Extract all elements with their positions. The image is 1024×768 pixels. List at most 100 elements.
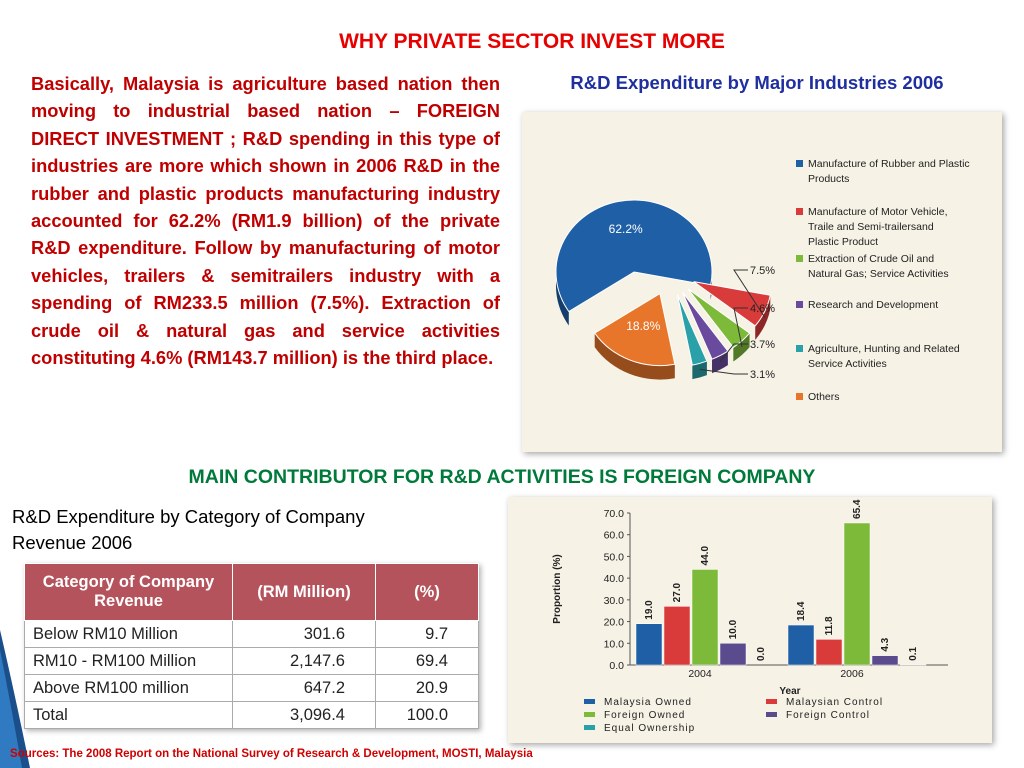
pie-legend-label: Manufacture of Rubber and Plastic Product… <box>808 158 970 185</box>
pie-legend-swatch <box>796 301 803 308</box>
pie-chart-panel: 62.2% 7.5% 4.6% 3.7% 3.1% 18.8% Manufacture of… <box>522 112 1002 452</box>
cell-percent: 9.7 <box>375 620 479 648</box>
table-row: RM10 - RM100 Million 2,147.6 69.4 <box>24 647 479 675</box>
bar-y-tick-label: 40.0 <box>604 573 625 585</box>
pie-slice <box>687 288 751 349</box>
pie-chart: 62.2% 7.5% 4.6% 3.7% 3.1% 18.8% Manufacture of… <box>555 158 970 403</box>
bar-y-axis: 0.0 10.0 20.0 30.0 40.0 50.0 60.0 70.0 <box>604 508 948 672</box>
pie-legend-label: Manufacture of Motor Vehicle, Traile and … <box>808 206 948 248</box>
bar <box>871 655 899 666</box>
bar-y-axis-label: Proportion (%) <box>552 554 563 623</box>
slide-title: WHY PRIVATE SECTOR INVEST MORE <box>339 30 725 53</box>
bar-x-tick-label: 2006 <box>840 668 864 680</box>
table-title-line1: R&D Expenditure by Category of Company <box>12 506 365 527</box>
pie-leader-line <box>699 368 748 375</box>
header-rm-million: (RM Million) <box>232 563 376 621</box>
pie-leader-line <box>719 343 748 362</box>
pie-leader-line <box>733 269 766 318</box>
header-category: Category of Company Revenue <box>24 563 233 621</box>
bar <box>635 623 663 666</box>
pie-slice <box>555 199 713 313</box>
bar-legend-label: Foreign Control <box>786 710 870 721</box>
bar-legend-label: Foreign Owned <box>604 710 685 721</box>
bar-chart: 0.0 10.0 20.0 30.0 40.0 50.0 60.0 70.0 Proportio… <box>552 499 948 734</box>
pie-data-label: 7.5% <box>750 265 775 277</box>
header-percent: (%) <box>375 563 479 621</box>
pie-slice-side <box>692 361 707 380</box>
bar-data-label: 18.4 <box>796 601 807 621</box>
cell-amount: 301.6 <box>232 620 376 648</box>
pie-data-label: 18.8% <box>626 319 660 333</box>
cell-percent: 69.4 <box>375 647 479 675</box>
table-row: Above RM100 million 647.2 20.9 <box>24 674 479 702</box>
bar-legend-swatch <box>766 699 777 704</box>
cell-category: Above RM100 million <box>24 674 233 702</box>
cell-percent: 20.9 <box>375 674 479 702</box>
bar-legend-swatch <box>584 725 595 730</box>
pie-legend-label: Others <box>808 391 840 403</box>
pie-legend-swatch <box>796 393 803 400</box>
pie-legend-swatch <box>796 345 803 352</box>
table-header-row: Category of Company Revenue (RM Million)… <box>24 563 479 621</box>
pie-sides <box>556 200 771 380</box>
bar <box>843 522 871 666</box>
bar <box>719 643 747 666</box>
bar-y-tick-label: 10.0 <box>604 638 625 650</box>
bar-x-tick-label: 2004 <box>688 668 712 680</box>
bar <box>663 606 691 666</box>
bar-y-tick-label: 20.0 <box>604 617 625 629</box>
revenue-table: Category of Company Revenue (RM Million)… <box>24 563 479 729</box>
source-note: Sources: The 2008 Report on the National… <box>10 748 533 760</box>
pie-legend-label: Research and Development <box>808 299 938 311</box>
pie-slice <box>693 281 771 327</box>
pie-data-label: 4.6% <box>750 303 775 315</box>
bar <box>787 624 815 666</box>
pie-data-label: 3.1% <box>750 369 775 381</box>
bar-data-label: 4.3 <box>880 637 891 651</box>
bar-data-label: 0.1 <box>908 646 919 660</box>
bar-y-tick-label: 0.0 <box>609 660 624 672</box>
cell-percent: 100.0 <box>375 701 479 729</box>
bar <box>691 569 719 666</box>
bar-legend: Malaysia Owned Malaysian Control Foreign O… <box>584 697 882 734</box>
bar-data-label: 19.0 <box>644 600 655 620</box>
bar-data-label: 65.4 <box>852 499 863 519</box>
pie-slice <box>676 294 708 366</box>
body-paragraph: Basically, Malaysia is agriculture based… <box>31 73 500 369</box>
cell-amount: 3,096.4 <box>232 701 376 729</box>
cell-amount: 647.2 <box>232 674 376 702</box>
pie-legend: Manufacture of Rubber and Plastic Product… <box>796 158 970 403</box>
pie-slice <box>593 292 676 367</box>
pie-slice-side <box>733 333 750 362</box>
bar-y-tick-label: 30.0 <box>604 595 625 607</box>
pie-legend-swatch <box>796 208 803 215</box>
pie-legend-label: Agriculture, Hunting and Related Service … <box>808 343 960 370</box>
bar-legend-label: Equal Ownership <box>604 723 695 734</box>
pie-data-label: 62.2% <box>609 222 643 236</box>
bar-y-tick-label: 70.0 <box>604 508 625 520</box>
bar-series: 19.0 27.0 44.0 10.0 0.0 18.4 11.8 65.4 4.3 0.1 <box>635 499 927 666</box>
table-row-total: Total 3,096.4 100.0 <box>24 701 479 729</box>
bar-y-tick-label: 50.0 <box>604 551 625 563</box>
bar-legend-label: Malaysia Owned <box>604 697 692 708</box>
bar-legend-swatch <box>584 699 595 704</box>
bar-data-label: 27.0 <box>672 582 683 602</box>
cell-category: Below RM10 Million <box>24 620 233 648</box>
pie-legend-label: Extraction of Crude Oil and Natural Gas; … <box>808 253 949 280</box>
cell-category: RM10 - RM100 Million <box>24 647 233 675</box>
table-title: R&D Expenditure by Category of Company R… <box>12 504 365 556</box>
cell-amount: 2,147.6 <box>232 647 376 675</box>
bar-legend-swatch <box>766 712 777 717</box>
pie-chart-title: R&D Expenditure by Major Industries 2006 <box>570 72 944 93</box>
cell-category: Total <box>24 701 233 729</box>
pie-legend-swatch <box>796 160 803 167</box>
bar-y-tick-label: 60.0 <box>604 530 625 542</box>
bar-data-label: 11.8 <box>824 616 835 635</box>
pie-leader-line <box>733 307 748 347</box>
bar-legend-swatch <box>584 712 595 717</box>
table-title-line2: Revenue 2006 <box>12 532 133 553</box>
table-row: Below RM10 Million 301.6 9.7 <box>24 620 479 648</box>
pie-slices <box>555 199 771 367</box>
bar-x-axis-label: Year <box>779 686 800 697</box>
bar-data-label: 0.0 <box>756 647 767 661</box>
